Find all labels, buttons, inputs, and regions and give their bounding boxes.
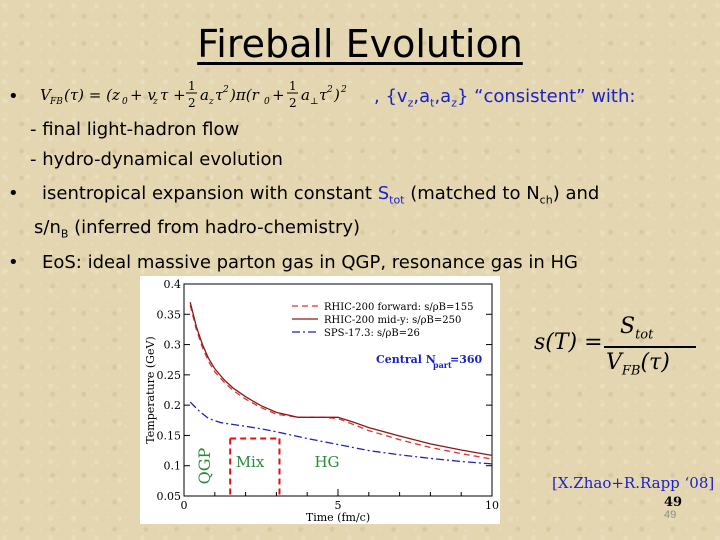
entropy-equation-denominator: VFB(τ) xyxy=(606,350,670,379)
svg-text:+ v: + v xyxy=(130,86,156,104)
entropy-equation-numerator: Stot xyxy=(620,314,654,343)
bullet-1-symbol: • xyxy=(8,86,19,107)
svg-text:2: 2 xyxy=(340,85,347,95)
chart-background xyxy=(140,276,500,524)
svg-text:+: + xyxy=(272,86,285,104)
svg-text:2: 2 xyxy=(289,96,297,110)
svg-text:)π(r: )π(r xyxy=(229,86,260,104)
bullet-1-text: , {vz,at,az} “consistent” with: xyxy=(374,86,636,110)
y-tick-label: 0.35 xyxy=(157,308,182,321)
svg-text:z: z xyxy=(152,97,158,107)
bullet-2-line-2: s/nB (inferred from hadro-chemistry) xyxy=(34,217,361,241)
fraction-bar xyxy=(604,346,696,348)
svg-text:2: 2 xyxy=(326,85,333,95)
svg-text:⊥: ⊥ xyxy=(310,97,318,107)
sub-bullet-light-hadron-flow: - final light-hadron flow xyxy=(30,119,240,140)
region-label-hg: HG xyxy=(314,453,339,471)
bullet-3-symbol: • xyxy=(8,252,19,273)
svg-text:): ) xyxy=(333,86,340,104)
citation: [X.Zhao+R.Rapp ‘08] xyxy=(552,474,715,492)
region-label-mix: Mix xyxy=(236,453,265,471)
x-tick-label: 10 xyxy=(485,499,499,512)
svg-text:V: V xyxy=(40,86,53,104)
bullet-2-line-1: isentropical expansion with constant Sto… xyxy=(42,183,600,207)
svg-text:τ +: τ + xyxy=(160,86,186,104)
svg-text:z: z xyxy=(208,97,214,107)
y-tick-label: 0.15 xyxy=(157,429,182,442)
y-tick-label: 0.2 xyxy=(164,399,182,412)
temperature-evolution-chart: 0.05 0.1 0.15 0.2 0.25 0.3 0.35 0.4 0 5 10 Time (fm… xyxy=(140,276,500,524)
svg-text:0: 0 xyxy=(264,97,270,107)
svg-text:2: 2 xyxy=(222,85,229,95)
legend-entry: RHIC-200 forward: s/ρB=155 xyxy=(324,302,473,313)
svg-text:1: 1 xyxy=(188,79,196,93)
page-number-footer: 49 xyxy=(664,509,677,521)
y-axis-label: Temperature (GeV) xyxy=(144,336,157,443)
slide-title: Fireball Evolution xyxy=(197,22,523,66)
legend-note: Central N xyxy=(376,353,436,366)
y-tick-label: 0.25 xyxy=(157,369,182,382)
sub-bullet-hydro-evolution: - hydro-dynamical evolution xyxy=(30,149,283,170)
svg-text:a: a xyxy=(200,86,209,104)
x-tick-label: 5 xyxy=(335,499,342,512)
entropy-equation-lhs: s(T) = xyxy=(534,330,603,355)
svg-text:(τ) = (z: (τ) = (z xyxy=(64,86,120,104)
y-tick-label: 0.4 xyxy=(164,278,182,291)
svg-text:FB: FB xyxy=(49,97,63,107)
y-tick-label: 0.3 xyxy=(164,339,182,352)
series-line xyxy=(189,302,493,457)
y-tick-label: 0.1 xyxy=(164,460,182,473)
svg-text:τ: τ xyxy=(319,86,328,104)
bullet-3-text: EoS: ideal massive parton gas in QGP, re… xyxy=(42,252,578,273)
legend-note-sub: part xyxy=(433,360,452,370)
region-label-qgp: QGP xyxy=(195,447,214,484)
x-axis-label: Time (fm/c) xyxy=(306,511,370,524)
svg-text:2: 2 xyxy=(188,96,196,110)
x-tick-label: 0 xyxy=(181,499,188,512)
legend-entry: RHIC-200 mid-y: s/ρB=250 xyxy=(324,315,461,326)
svg-text:0: 0 xyxy=(122,97,128,107)
page-number: 49 xyxy=(664,495,683,510)
svg-text:1: 1 xyxy=(289,79,297,93)
legend-note-value: =360 xyxy=(450,353,483,366)
bullet-2-symbol: • xyxy=(8,183,19,204)
series-line xyxy=(189,305,493,460)
svg-text:τ: τ xyxy=(215,86,224,104)
y-tick-label: 0.05 xyxy=(157,490,182,503)
svg-text:a: a xyxy=(301,86,310,104)
legend-entry: SPS-17.3: s/ρB=26 xyxy=(324,328,420,339)
